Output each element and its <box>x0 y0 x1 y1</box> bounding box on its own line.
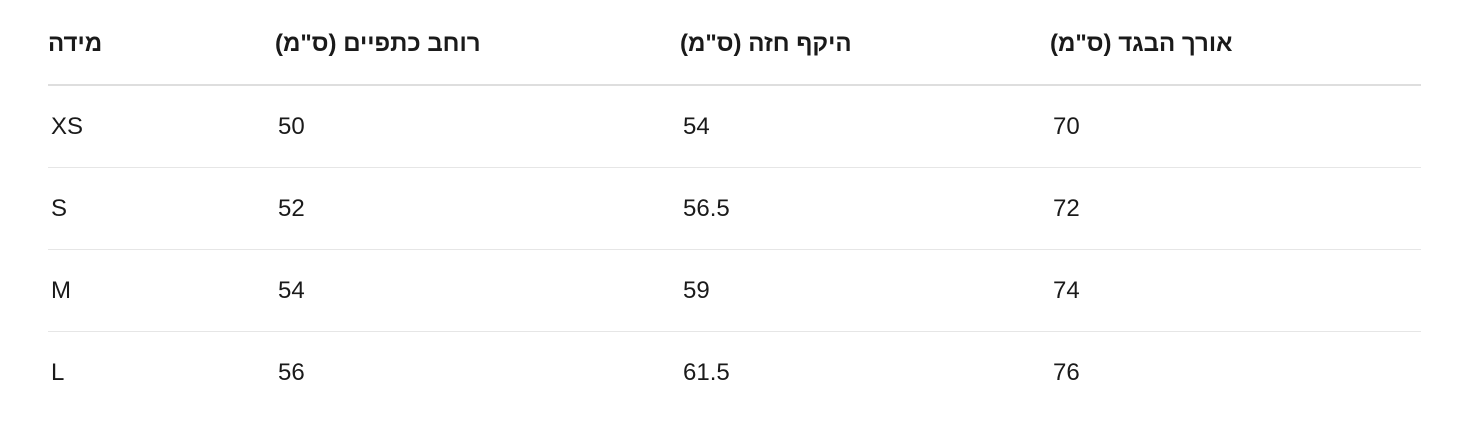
cell-size: S <box>51 194 68 222</box>
table-row: S 52 56.5 72 <box>48 168 1421 250</box>
cell-value: 52 <box>278 194 305 222</box>
cell-value: 59 <box>683 276 710 304</box>
cell-value: 54 <box>683 112 710 140</box>
cell-value: 50 <box>278 112 305 140</box>
table-row: M 54 59 74 <box>48 250 1421 332</box>
table-header-row: מידה רוחב כתפיים (ס"מ) היקף חזה (ס"מ) או… <box>48 4 1421 86</box>
cell-value: 56.5 <box>683 194 730 222</box>
cell-value: 72 <box>1053 194 1080 222</box>
table-row: XS 50 54 70 <box>48 86 1421 168</box>
header-length: אורך הבגד (ס"מ) <box>1050 30 1233 57</box>
cell-size: XS <box>51 112 84 140</box>
cell-value: 61.5 <box>683 359 730 386</box>
cell-value: 56 <box>278 359 305 386</box>
header-size: מידה <box>48 30 103 57</box>
cell-size: L <box>51 359 65 386</box>
header-shoulder-width: רוחב כתפיים (ס"מ) <box>275 30 481 57</box>
table-row: L 56 61.5 76 <box>48 332 1421 414</box>
cell-value: 54 <box>278 276 305 304</box>
cell-value: 74 <box>1053 276 1080 304</box>
size-chart-table: מידה רוחב כתפיים (ס"מ) היקף חזה (ס"מ) או… <box>48 4 1421 414</box>
cell-size: M <box>51 276 71 304</box>
header-chest: היקף חזה (ס"מ) <box>680 30 852 57</box>
cell-value: 70 <box>1053 112 1080 140</box>
cell-value: 76 <box>1053 359 1080 386</box>
